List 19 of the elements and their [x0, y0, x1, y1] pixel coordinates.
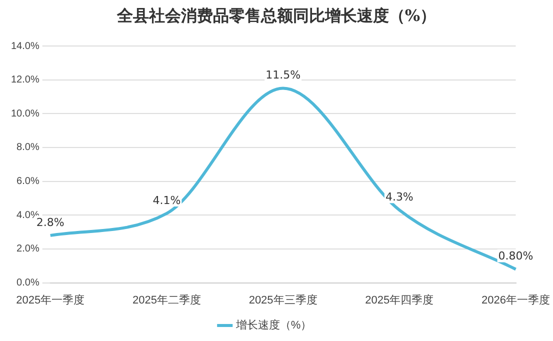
x-tick-label: 2026年一季度: [482, 293, 550, 306]
y-tick-label: 6.0%: [16, 176, 40, 188]
y-tick-label: 8.0%: [16, 142, 40, 154]
data-label: 4.3%: [385, 190, 414, 204]
data-label: 0.80%: [498, 250, 534, 263]
x-tick-label: 2025年三季度: [248, 293, 318, 306]
y-tick-label: 12.0%: [10, 74, 40, 86]
x-tick-label: 2025年一季度: [16, 293, 85, 306]
data-label: 2.8%: [36, 216, 64, 229]
y-tick-label: 0.0%: [16, 278, 40, 289]
chart-title: 全县社会消费品零售总额同比增长速度（%）: [116, 6, 438, 27]
legend-label: 增长速度（%）: [234, 318, 312, 332]
data-label: 4.1%: [152, 194, 181, 207]
x-tick-label: 2025年二季度: [132, 293, 201, 306]
y-tick-label: 14.0%: [10, 40, 40, 52]
y-tick-label: 10.0%: [10, 108, 40, 120]
y-tick-label: 2.0%: [16, 244, 40, 255]
data-label: 11.5%: [266, 68, 301, 82]
x-tick-label: 2025年四季度: [365, 293, 434, 306]
